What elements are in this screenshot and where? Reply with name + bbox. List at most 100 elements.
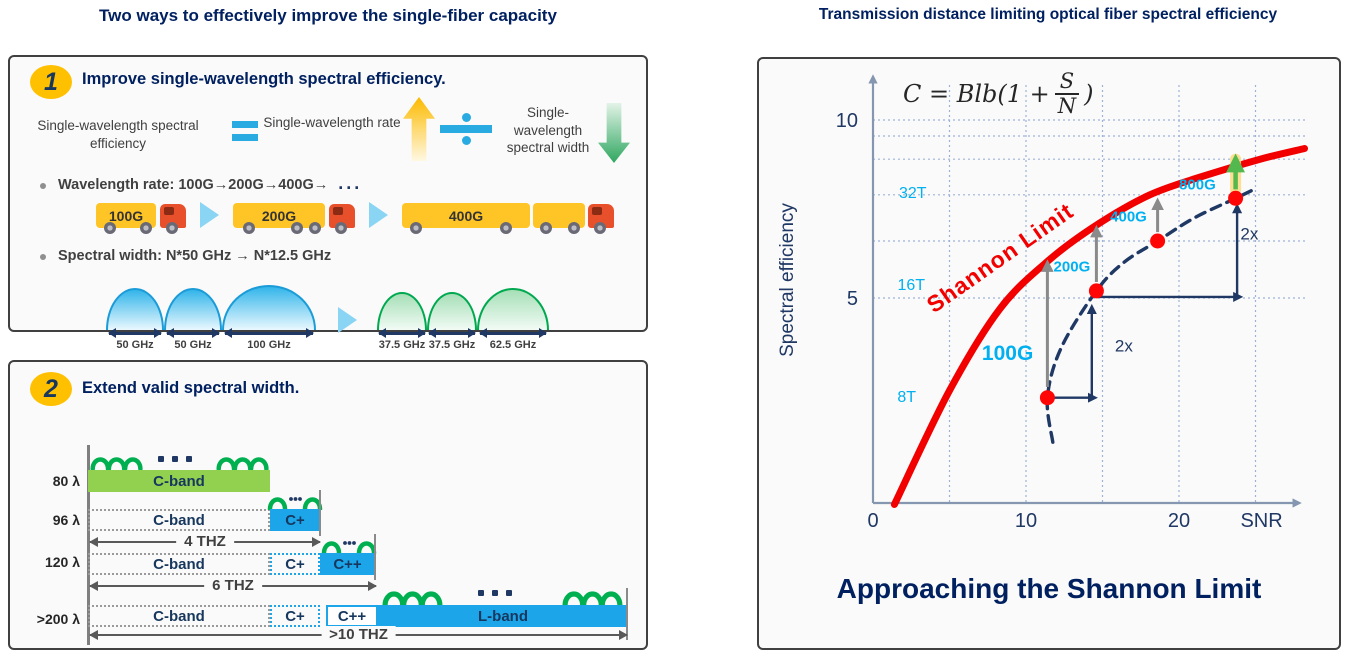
- spectrum-arcs-icon: [562, 591, 623, 606]
- spectrum-arcs-icon: [267, 497, 323, 510]
- bullet-wavelength-rate-text: Wavelength rate: 100G→200G→400G→: [58, 177, 329, 193]
- data-point-100G: [1039, 390, 1055, 406]
- hump-label: 100 GHz: [247, 338, 291, 351]
- hump-shape: [477, 288, 549, 330]
- band-axis-line: [87, 445, 90, 645]
- point-label-100G: 100G: [982, 342, 1033, 365]
- point-label-400G: 400G: [1110, 209, 1147, 226]
- box1-heading: Improve single-wavelength spectral effic…: [82, 70, 446, 88]
- band-l-band: L-band: [378, 605, 628, 627]
- formula-numerator: S: [1054, 69, 1080, 96]
- formula-denominator: N: [1057, 94, 1077, 119]
- spectrum-arcs-icon: [90, 457, 143, 471]
- x-axis-label: SNR: [1240, 510, 1282, 532]
- spectrum-hump-37ghz: 37.5 GHz: [377, 292, 427, 351]
- divide-icon: [440, 110, 492, 148]
- ellipsis-dots: [158, 456, 192, 462]
- band-c-plus: C+: [270, 509, 320, 531]
- equation-term-efficiency: Single-wavelength spectral efficiency: [37, 118, 199, 151]
- x-tick-20: 20: [1168, 510, 1190, 532]
- ellipsis-dots: ...: [338, 173, 363, 193]
- truck-400g-icon: 400G: [402, 195, 614, 235]
- formula-rhs: ): [1084, 80, 1094, 109]
- separator-arrow-icon: [200, 202, 219, 228]
- spectrum-hump-50ghz: 50 GHz: [164, 288, 222, 351]
- band-c-plus-dotted: C+: [270, 605, 320, 627]
- lambda-label-96: 96 λ: [52, 512, 80, 528]
- point-label-800G: 800G: [1179, 176, 1216, 193]
- box2-heading: Extend valid spectral width.: [82, 379, 300, 397]
- hump-label: 37.5 GHz: [428, 338, 476, 351]
- hump-shape: [222, 285, 316, 330]
- capacity-label-16T: 16T: [898, 277, 926, 294]
- band-c-band-dotted: C-band: [88, 553, 270, 575]
- formula-fraction: S N: [1054, 69, 1080, 119]
- formula-lhs: C = Blb(1 +: [903, 80, 1050, 109]
- data-point-800G: [1228, 190, 1244, 206]
- x-tick-0: 0: [867, 510, 878, 532]
- band-tick: [626, 588, 628, 640]
- spectrum-hump-50ghz: 50 GHz: [106, 288, 164, 351]
- right-title: Transmission distance limiting optical f…: [818, 6, 1278, 23]
- truck-200g-icon: 200G: [233, 195, 355, 235]
- evolution-dashed-curve: [1045, 187, 1256, 444]
- lambda-label-200: >200 λ: [36, 611, 80, 627]
- double-arrow-icon: [428, 328, 476, 337]
- span-label: 4 THZ: [176, 533, 234, 550]
- separator-arrow-icon: [369, 202, 388, 228]
- spectrum-hump-37ghz: 37.5 GHz: [427, 292, 477, 351]
- bullet-spectral-width: Spectral width: N*50 GHz → N*12.5 GHz: [40, 248, 331, 264]
- y-axis-label: Spectral efficiency: [777, 203, 798, 357]
- down-arrow-icon: [598, 103, 630, 163]
- band-c-band-dotted: C-band: [88, 605, 270, 627]
- hump-label: 62.5 GHz: [489, 338, 537, 351]
- bullet-dot: [40, 254, 46, 260]
- shannon-chart: Spectral efficiency Shannon Limit2x2x100G…: [777, 74, 1308, 532]
- data-point-400G: [1150, 233, 1166, 249]
- spectrum-arcs-icon: [216, 457, 269, 471]
- chart-caption: Approaching the Shannon Limit: [836, 573, 1262, 604]
- equation-term-spectral-width: Single-wavelength spectral width: [506, 105, 590, 156]
- span-label: 6 THZ: [204, 577, 262, 594]
- shannon-limit-curve: [890, 145, 1308, 508]
- double-arrow-icon: [479, 328, 547, 337]
- lambda-label-120: 120 λ: [44, 554, 80, 570]
- hump-label: 50 GHz: [174, 338, 212, 351]
- up-arrow-icon: [403, 97, 435, 161]
- hump-shape: [164, 288, 222, 330]
- badge-2: 2: [30, 372, 72, 406]
- truck-100g-icon: 100G: [96, 195, 186, 235]
- capacity-label-8T: 8T: [897, 389, 916, 406]
- band-tick: [374, 534, 376, 580]
- band-c-band-dotted: C-band: [88, 509, 270, 531]
- spectrum-hump-100ghz: 100 GHz: [222, 285, 316, 351]
- bullet-wavelength-rate: Wavelength rate: 100G→200G→400G→ ...: [40, 173, 363, 193]
- lambda-label-80: 80 λ: [52, 473, 80, 489]
- spectrum-arcs-icon: [321, 541, 377, 554]
- step-label-2x: 2x: [1115, 336, 1133, 355]
- span-arrow-10thz: >10 THZ: [89, 626, 628, 643]
- ellipsis-dots: [478, 590, 512, 596]
- separator-arrow-icon: [338, 306, 357, 333]
- double-arrow-icon: [224, 328, 314, 337]
- capacity-label-32T: 32T: [899, 185, 927, 202]
- step-label-2x: 2x: [1240, 224, 1258, 243]
- truck-evolution-row: 100G 200G 400G: [96, 193, 626, 235]
- bullet-spectral-width-text: Spectral width: N*50 GHz → N*12.5 GHz: [58, 248, 332, 264]
- spectral-width-diagram: 50 GHz 50 GHz 100 GHz 37.5 GHz 37: [106, 285, 549, 351]
- band-c-plus-dotted: C+: [270, 553, 320, 575]
- band-c-plus-plus: C++: [320, 553, 375, 575]
- spectrum-arcs-icon: [382, 591, 443, 606]
- span-label: >10 THZ: [321, 626, 396, 643]
- point-label-200G: 200G: [1054, 258, 1091, 275]
- spectrum-hump-62ghz: 62.5 GHz: [477, 288, 549, 351]
- panel-extend-spectral-width: 2 Extend valid spectral width. 80 λ C-ba…: [8, 360, 648, 650]
- band-c-band: C-band: [88, 470, 270, 492]
- left-title: Two ways to effectively improve the sing…: [99, 6, 557, 25]
- hump-label: 37.5 GHz: [378, 338, 426, 351]
- equation-term-rate: Single-wavelength rate: [263, 115, 401, 130]
- span-arrow-4thz: 4 THZ: [89, 533, 321, 550]
- double-arrow-icon: [166, 328, 220, 337]
- double-arrow-icon: [378, 328, 426, 337]
